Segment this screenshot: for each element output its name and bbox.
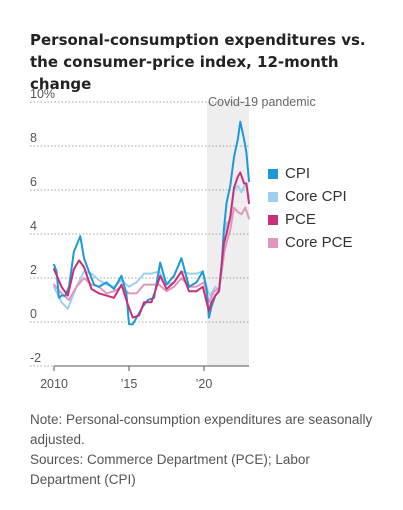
y-tick-label: -2: [30, 351, 41, 365]
note-text: Note: Personal-consumption expenditures …: [30, 412, 373, 447]
sources-text: Sources: Commerce Department (PCE); Labo…: [30, 452, 310, 487]
chart-title: Personal-consumption expenditures vs. th…: [30, 31, 366, 93]
chart-notes: Note: Personal-consumption expenditures …: [30, 410, 380, 490]
legend-item-cpi: CPI: [268, 162, 353, 185]
legend-item-core-cpi: Core CPI: [268, 185, 353, 208]
chart-legend: CPI Core CPI PCE Core PCE: [268, 162, 353, 254]
y-tick-label: 10%: [30, 87, 55, 101]
x-tick-label: ’20: [196, 377, 213, 391]
x-tick-label: 2010: [40, 377, 68, 391]
y-tick-label: 2: [30, 263, 37, 277]
legend-item-pce: PCE: [268, 208, 353, 231]
legend-swatch: [268, 191, 278, 202]
legend-label: CPI: [285, 165, 311, 182]
series-line-pce: [53, 171, 250, 319]
legend-swatch: [268, 168, 278, 179]
series-line-cpi: [53, 120, 250, 326]
y-tick-label: 8: [30, 131, 37, 145]
legend-swatch: [268, 214, 278, 225]
legend-label: Core CPI: [285, 188, 347, 205]
x-tick-label: ’15: [121, 377, 138, 391]
pandemic-label: Covid-19 pandemic: [208, 95, 316, 109]
legend-label: PCE: [285, 211, 316, 228]
series-line-core-pce: [53, 206, 250, 304]
legend-swatch: [268, 237, 278, 248]
legend-label: Core PCE: [285, 234, 353, 251]
legend-item-core-pce: Core PCE: [268, 231, 353, 254]
y-tick-label: 4: [30, 219, 37, 233]
y-tick-label: 6: [30, 175, 37, 189]
y-tick-label: 0: [30, 307, 37, 321]
